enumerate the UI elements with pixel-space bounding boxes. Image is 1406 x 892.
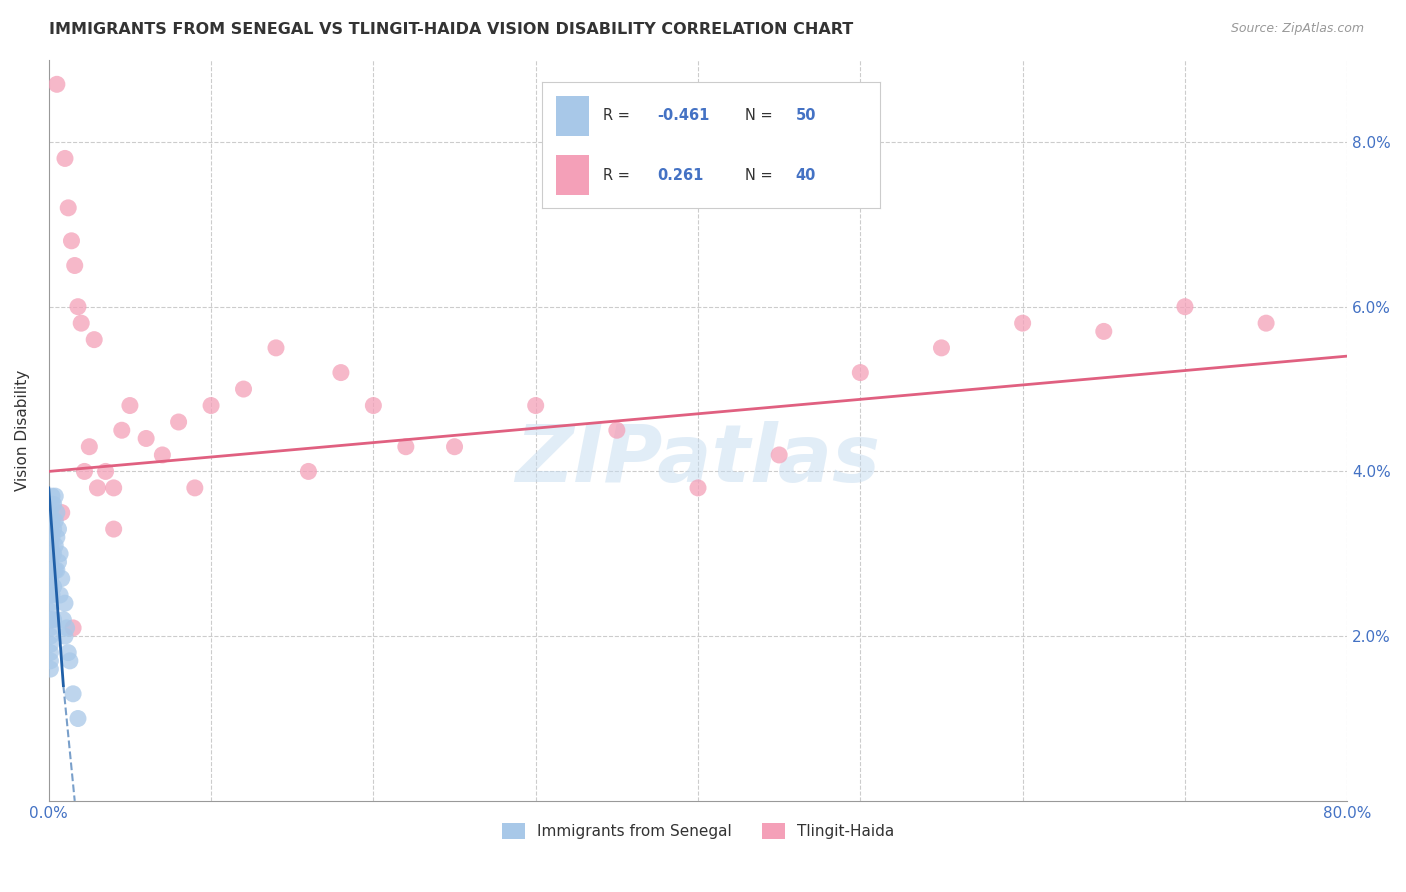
Point <box>42 522 65 536</box>
Point <box>184 481 207 495</box>
Point <box>39 629 62 643</box>
Point <box>849 366 872 380</box>
Point <box>55 621 77 635</box>
Point <box>41 514 63 528</box>
Point <box>66 300 89 314</box>
Point <box>41 489 63 503</box>
Point <box>329 366 352 380</box>
Point <box>39 646 62 660</box>
Point <box>44 489 66 503</box>
Point <box>66 712 89 726</box>
Point <box>63 259 86 273</box>
Point <box>58 646 80 660</box>
Point <box>39 621 62 635</box>
Point <box>73 465 96 479</box>
Point <box>39 572 62 586</box>
Point <box>42 547 65 561</box>
Point <box>39 580 62 594</box>
Point <box>39 662 62 676</box>
Point <box>686 481 709 495</box>
Point <box>45 78 67 92</box>
Point <box>45 563 67 577</box>
Point <box>41 497 63 511</box>
Point <box>44 514 66 528</box>
Point <box>1174 300 1197 314</box>
Point <box>135 432 157 446</box>
Point <box>39 604 62 618</box>
Point <box>1011 316 1033 330</box>
Point <box>297 465 319 479</box>
Point <box>58 201 80 215</box>
Point <box>42 497 65 511</box>
Point <box>51 506 73 520</box>
Point <box>48 555 70 569</box>
Point <box>39 506 62 520</box>
Point <box>111 423 134 437</box>
Point <box>79 440 101 454</box>
Point <box>62 621 84 635</box>
Point <box>59 654 82 668</box>
Point <box>39 588 62 602</box>
Text: Source: ZipAtlas.com: Source: ZipAtlas.com <box>1230 22 1364 36</box>
Point <box>70 316 93 330</box>
Y-axis label: Vision Disability: Vision Disability <box>15 369 30 491</box>
Text: IMMIGRANTS FROM SENEGAL VS TLINGIT-HAIDA VISION DISABILITY CORRELATION CHART: IMMIGRANTS FROM SENEGAL VS TLINGIT-HAIDA… <box>49 22 853 37</box>
Point <box>103 522 125 536</box>
Point <box>39 596 62 610</box>
Point <box>395 440 418 454</box>
Point <box>53 152 76 166</box>
Point <box>42 613 65 627</box>
Point <box>443 440 465 454</box>
Point <box>200 399 222 413</box>
Point <box>41 563 63 577</box>
Point <box>49 547 72 561</box>
Point <box>118 399 141 413</box>
Point <box>41 588 63 602</box>
Point <box>232 382 254 396</box>
Point <box>45 530 67 544</box>
Point <box>150 448 173 462</box>
Point <box>52 613 75 627</box>
Point <box>48 522 70 536</box>
Point <box>1256 316 1278 330</box>
Point <box>51 572 73 586</box>
Point <box>62 687 84 701</box>
Point <box>45 506 67 520</box>
Point <box>86 481 108 495</box>
Point <box>39 539 62 553</box>
Point <box>768 448 790 462</box>
Point <box>94 465 117 479</box>
Point <box>83 333 105 347</box>
Point <box>39 613 62 627</box>
Point <box>53 596 76 610</box>
Point <box>44 563 66 577</box>
Legend: Immigrants from Senegal, Tlingit-Haida: Immigrants from Senegal, Tlingit-Haida <box>495 817 900 845</box>
Point <box>39 563 62 577</box>
Text: ZIPatlas: ZIPatlas <box>516 421 880 499</box>
Point <box>49 588 72 602</box>
Point <box>41 530 63 544</box>
Point <box>39 654 62 668</box>
Point <box>931 341 953 355</box>
Point <box>53 629 76 643</box>
Point <box>39 637 62 651</box>
Point <box>167 415 190 429</box>
Point <box>524 399 547 413</box>
Point <box>606 423 628 437</box>
Point <box>363 399 385 413</box>
Point <box>39 555 62 569</box>
Point <box>264 341 287 355</box>
Point <box>39 522 62 536</box>
Point <box>41 547 63 561</box>
Point <box>44 539 66 553</box>
Point <box>103 481 125 495</box>
Point <box>60 234 83 248</box>
Point <box>41 613 63 627</box>
Point <box>1092 325 1115 339</box>
Point <box>42 580 65 594</box>
